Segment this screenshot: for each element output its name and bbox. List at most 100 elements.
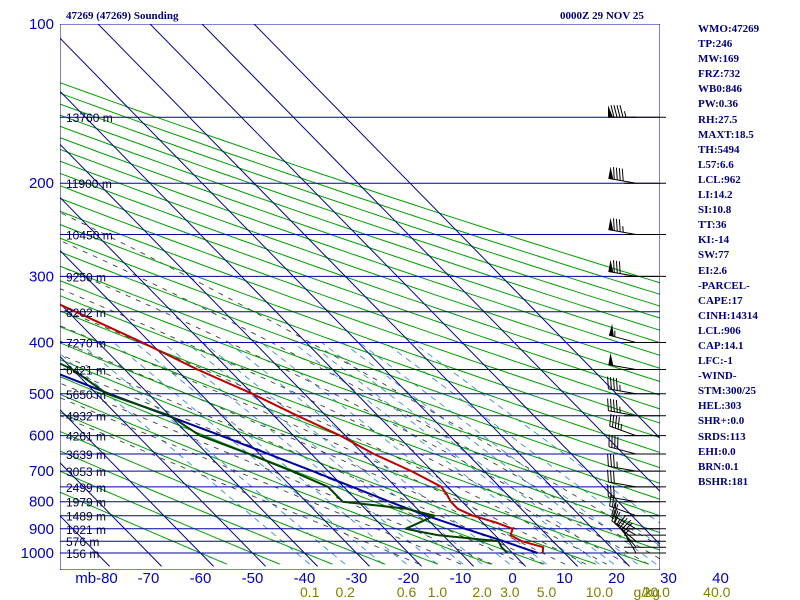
mixing-ratio-tick-label: 20.0 <box>643 584 670 600</box>
dry-adiabat-line <box>60 393 491 565</box>
wind-barb-staff <box>614 522 637 542</box>
wind-barb-feather <box>609 413 612 427</box>
mixing-ratio-tick-label: 5.0 <box>537 584 557 600</box>
index-entry: CAP:14.1 <box>698 339 744 352</box>
wind-barb-feather <box>613 399 615 412</box>
mixing-ratio-line <box>186 342 464 565</box>
index-entry: LFC:-1 <box>698 355 733 368</box>
station-title: 47269 (47269) Sounding <box>66 10 179 22</box>
wind-barb-feather <box>612 494 615 508</box>
index-entry: SHR+:0.0 <box>698 415 745 428</box>
dry-adiabat-line <box>60 197 660 410</box>
isotherm-line <box>60 355 266 567</box>
temperature-tick-label: 40 <box>712 570 729 587</box>
wind-barb-staff <box>611 514 637 530</box>
wind-barb-feather <box>613 510 619 523</box>
dry-adiabat-line <box>60 148 660 356</box>
wind-barb-feather <box>615 167 618 180</box>
temperature-tick-label: mb-80 <box>75 570 118 587</box>
index-entry: RH:27.5 <box>698 113 738 126</box>
index-entry: EI:2.6 <box>698 264 728 277</box>
height-label: 7270 m <box>66 337 106 351</box>
wind-barb <box>608 434 666 455</box>
wind-barb-staff <box>617 525 637 548</box>
mixing-ratio-tick-label: 1.0 <box>428 584 448 600</box>
dry-adiabat-line <box>60 295 660 517</box>
wind-barb-feather <box>609 493 612 507</box>
pressure-tick-label: 800 <box>29 494 54 511</box>
isotherm-line <box>149 24 660 546</box>
wind-barb <box>608 259 666 277</box>
pressure-tick-label: 900 <box>29 521 54 538</box>
wind-barb-half-feather <box>620 423 623 431</box>
temperature-tick-label: 0 <box>508 570 516 587</box>
mixing-ratio-tick-label: 2.0 <box>472 584 492 600</box>
mixing-ratio-line <box>384 342 660 547</box>
dry-adiabat-line <box>60 326 660 551</box>
height-label: 9250 m <box>66 270 106 284</box>
moist-adiabat-line <box>60 211 660 547</box>
mixing-ratio-line <box>321 342 615 565</box>
wind-barb <box>607 469 666 488</box>
wind-barb <box>608 352 666 370</box>
wind-barb-feather <box>613 105 618 118</box>
temperature-tick-label: 30 <box>660 570 677 587</box>
wind-barb-feather <box>613 167 615 180</box>
dry-adiabat-line <box>60 114 660 319</box>
index-entry: MW:169 <box>698 53 739 66</box>
mixing-ratio-line <box>228 342 511 565</box>
wind-barb-feather <box>607 453 609 467</box>
wind-barb-feather <box>610 485 612 498</box>
index-entry: WMO:47269 <box>698 23 760 35</box>
isotherm-line <box>60 196 422 567</box>
wind-barb-feather <box>607 469 609 483</box>
index-entry: PW:0.36 <box>698 98 739 111</box>
pressure-tick-label: 100 <box>29 16 54 33</box>
mixing-ratio-line <box>78 342 346 565</box>
isotherm-line <box>60 143 474 567</box>
wind-barb-half-feather <box>624 111 627 118</box>
index-entry: BRN:0.1 <box>698 460 739 473</box>
isobar-lines <box>60 24 660 570</box>
isotherm-line <box>253 24 660 439</box>
wind-barb <box>608 323 666 343</box>
mixing-ratio-tick-label: 0.6 <box>397 584 417 600</box>
height-label: 8202 m <box>66 306 106 320</box>
index-entry: LCL:962 <box>698 173 741 186</box>
wind-barb-pennant <box>608 166 614 180</box>
isotherm-line <box>97 24 630 567</box>
dry-adiabat-line <box>60 237 660 454</box>
dry-adiabat-line <box>60 280 660 500</box>
wind-barb-feather <box>612 414 615 428</box>
mixing-ratio-line <box>292 342 583 565</box>
wind-barb-feather <box>614 415 618 429</box>
pressure-tick-label: 200 <box>29 175 54 192</box>
wind-barb <box>607 398 666 417</box>
wind-barb <box>611 509 666 536</box>
wind-barb-staff <box>608 410 637 417</box>
height-label: 6421 m <box>66 364 106 378</box>
wind-barb-feather <box>613 504 619 517</box>
dry-adiabat-line <box>60 103 660 307</box>
moist-adiabat-line <box>60 366 524 565</box>
temperature-tick-label: 20 <box>608 570 625 587</box>
isotherm-line <box>60 90 526 567</box>
dewpoint-trace <box>60 362 509 554</box>
wind-barb-feather <box>618 261 621 274</box>
moist-adiabat-line <box>60 265 649 565</box>
index-entry: BSHR:181 <box>698 475 749 488</box>
mixing-ratio-line <box>308 342 600 565</box>
index-entry: TP:246 <box>698 38 733 51</box>
dry-adiabat-line <box>60 265 660 484</box>
mixing-ratio-unit-label: g/kg <box>634 584 660 600</box>
dry-adiabat-line <box>60 137 660 344</box>
height-label: 11900 m <box>66 177 112 191</box>
wind-barb-feather <box>617 416 620 430</box>
wind-barb-feather <box>618 219 621 232</box>
wind-barb-feather <box>613 218 615 231</box>
wind-barb-feather <box>616 105 621 118</box>
wind-barb <box>607 453 666 472</box>
wind-barbs <box>607 105 666 554</box>
